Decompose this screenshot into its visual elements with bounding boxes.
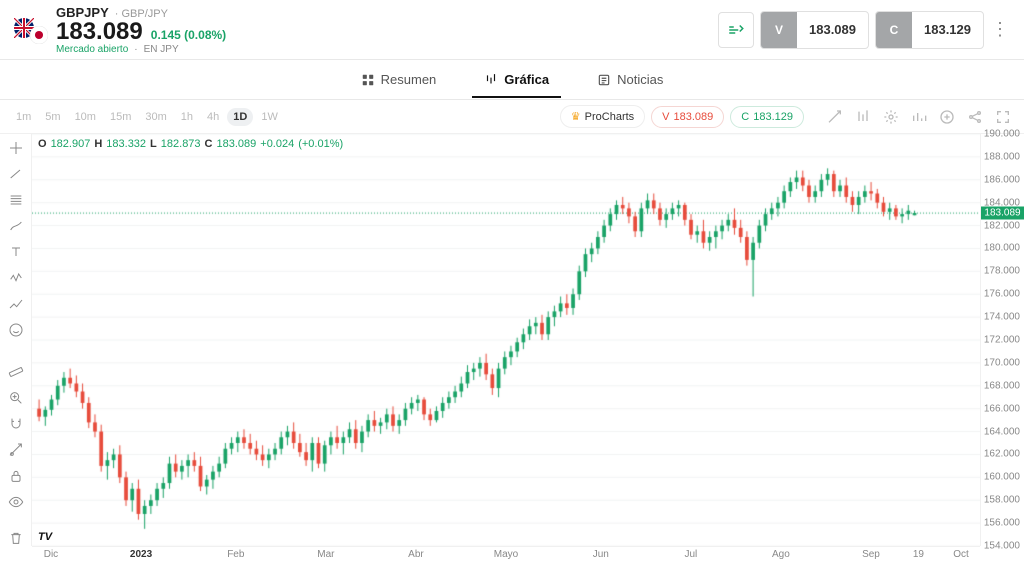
fib-icon[interactable] [6, 192, 26, 208]
lock-drawings-icon[interactable] [6, 442, 26, 458]
trash-icon[interactable] [6, 530, 26, 546]
timeframe-bar: 1m5m10m15m30m1h4h1D1W ♛ ProCharts V 183.… [0, 100, 1024, 134]
compare-icon[interactable] [908, 106, 930, 128]
y-tick: 156.000 [984, 518, 1020, 529]
hide-icon[interactable] [6, 494, 26, 510]
x-tick: Jun [593, 549, 609, 560]
indicator-button[interactable] [718, 12, 754, 48]
trendline-icon[interactable] [6, 166, 26, 182]
magnet-icon[interactable] [6, 416, 26, 432]
x-tick: Sep [862, 549, 880, 560]
timeframe-1D[interactable]: 1D [227, 108, 253, 126]
lock-icon[interactable] [6, 468, 26, 484]
x-tick: Mar [317, 549, 334, 560]
y-tick: 174.000 [984, 312, 1020, 323]
buy-block[interactable]: C 183.129 [875, 11, 984, 49]
sell-pill[interactable]: V 183.089 [651, 106, 724, 128]
y-tick: 168.000 [984, 380, 1020, 391]
share-icon[interactable] [964, 106, 986, 128]
more-menu-icon[interactable]: ⋮ [990, 19, 1010, 40]
y-axis[interactable]: 154.000156.000158.000160.000162.000164.0… [980, 134, 1024, 546]
ohlc-legend: O182.907 H183.332 L182.873 C183.089 +0.0… [38, 138, 343, 150]
y-tick: 160.000 [984, 472, 1020, 483]
brush-icon[interactable] [6, 218, 26, 234]
sell-block[interactable]: V 183.089 [760, 11, 869, 49]
settings-icon[interactable] [880, 106, 902, 128]
y-tick: 186.000 [984, 174, 1020, 185]
price-badge: 183.089 [981, 207, 1024, 220]
text-icon[interactable] [6, 244, 26, 260]
y-tick: 180.000 [984, 243, 1020, 254]
timeframe-30m[interactable]: 30m [139, 108, 172, 126]
x-axis[interactable]: Dic 2023 Feb Mar Abr Mayo Jun Jul Ago Sep 19 Oct [32, 546, 980, 563]
buy-price: 183.129 [912, 12, 983, 48]
pattern-icon[interactable] [6, 270, 26, 286]
y-tick: 162.000 [984, 449, 1020, 460]
last-price: 183.089 [56, 20, 143, 44]
x-tick: Abr [408, 549, 424, 560]
ruler-icon[interactable] [6, 364, 26, 380]
crosshair-icon[interactable] [6, 140, 26, 156]
buy-label: C [876, 12, 912, 48]
procharts-button[interactable]: ♛ ProCharts [560, 105, 645, 128]
timeframe-4h[interactable]: 4h [201, 108, 225, 126]
draw-icon[interactable] [824, 106, 846, 128]
market-status: Mercado abierto [56, 44, 128, 55]
forecast-icon[interactable] [6, 296, 26, 312]
y-tick: 178.000 [984, 266, 1020, 277]
x-tick: Dic [44, 549, 58, 560]
zoom-icon[interactable] [6, 390, 26, 406]
y-tick: 176.000 [984, 289, 1020, 300]
x-tick: 2023 [130, 549, 152, 560]
price-change: 0.145 (0.08%) [151, 28, 226, 42]
quote-currency: EN JPY [144, 44, 179, 55]
y-tick: 190.000 [984, 129, 1020, 140]
indicators-icon[interactable] [852, 106, 874, 128]
y-tick: 182.000 [984, 220, 1020, 231]
flag-pair-icon [14, 18, 46, 42]
x-tick: Mayo [494, 549, 518, 560]
timeframe-15m[interactable]: 15m [104, 108, 137, 126]
drawing-toolbar [0, 134, 32, 546]
y-tick: 164.000 [984, 426, 1020, 437]
timeframe-1h[interactable]: 1h [175, 108, 199, 126]
chart-area: O182.907 H183.332 L182.873 C183.089 +0.0… [0, 134, 1024, 546]
y-tick: 154.000 [984, 541, 1020, 552]
y-tick: 166.000 [984, 403, 1020, 414]
x-tick: Oct [953, 549, 969, 560]
x-tick: Feb [227, 549, 244, 560]
timeframe-1m[interactable]: 1m [10, 108, 37, 126]
x-tick: Jul [684, 549, 697, 560]
timeframe-1W[interactable]: 1W [255, 108, 284, 126]
x-tick: 19 [913, 549, 924, 560]
x-tick: Ago [772, 549, 790, 560]
header-actions: V 183.089 C 183.129 ⋮ [718, 11, 1010, 49]
timeframe-10m[interactable]: 10m [69, 108, 102, 126]
buy-pill[interactable]: C 183.129 [730, 106, 804, 128]
emoji-icon[interactable] [6, 322, 26, 338]
fullscreen-icon[interactable] [992, 106, 1014, 128]
y-tick: 188.000 [984, 151, 1020, 162]
sell-label: V [761, 12, 797, 48]
sell-price: 183.089 [797, 12, 868, 48]
add-icon[interactable] [936, 106, 958, 128]
crown-icon: ♛ [571, 110, 581, 123]
symbol-block: GBPJPY · GBP/JPY 183.089 0.145 (0.08%) M… [56, 5, 226, 55]
y-tick: 170.000 [984, 357, 1020, 368]
tab-chart[interactable]: Gráfica [480, 62, 553, 97]
y-tick: 172.000 [984, 335, 1020, 346]
tab-summary[interactable]: Resumen [357, 62, 441, 97]
chart-canvas-container[interactable]: O182.907 H183.332 L182.873 C183.089 +0.0… [32, 134, 980, 546]
tradingview-logo: TV [36, 530, 54, 544]
section-tabs: Resumen Gráfica Noticias [0, 60, 1024, 100]
tab-news[interactable]: Noticias [593, 62, 667, 97]
candlestick-chart[interactable] [32, 134, 980, 546]
instrument-header: GBPJPY · GBP/JPY 183.089 0.145 (0.08%) M… [0, 0, 1024, 60]
y-tick: 158.000 [984, 495, 1020, 506]
timeframe-5m[interactable]: 5m [39, 108, 66, 126]
